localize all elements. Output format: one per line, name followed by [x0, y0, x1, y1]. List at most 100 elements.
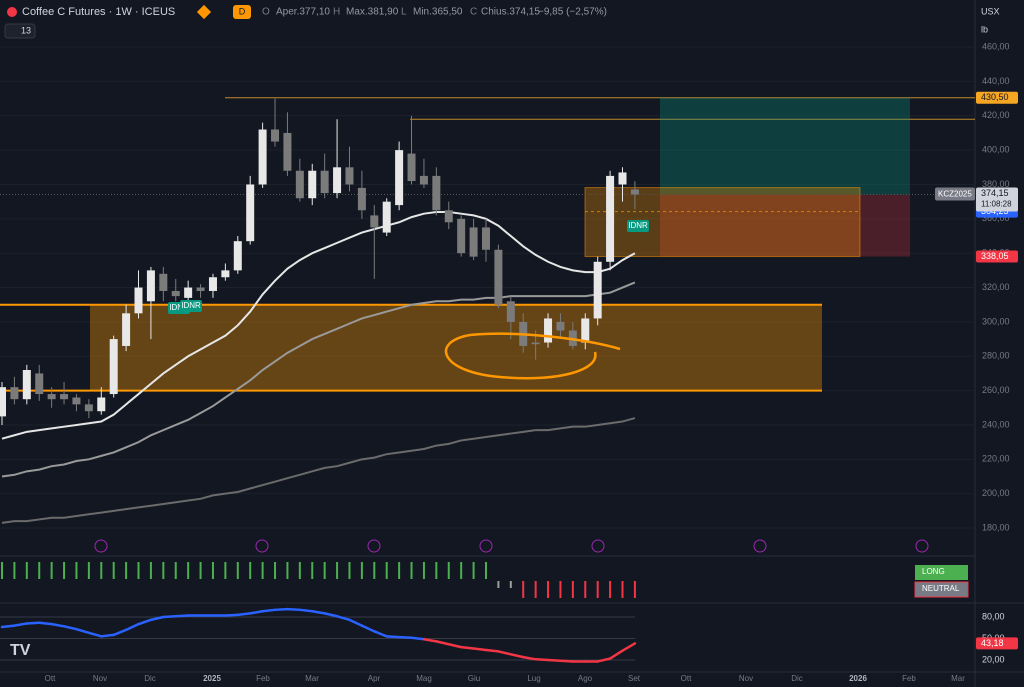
oscillator-line — [224, 613, 240, 617]
h-label: H — [333, 7, 340, 18]
y-tick-label: 320,00 — [982, 282, 1010, 292]
x-tick-label: Mar — [951, 674, 965, 683]
countdown: 11:08:28 — [981, 200, 1012, 209]
l-label: L — [401, 7, 407, 18]
event-icons — [94, 539, 929, 553]
x-tick-label: Lug — [527, 674, 540, 683]
symbol: Coffee C Futures · 1W · ICEUS — [22, 6, 175, 18]
x-tick-label: Ott — [681, 674, 692, 683]
event-icon[interactable] — [479, 539, 493, 553]
candle-body — [258, 129, 267, 185]
event-icon[interactable] — [753, 539, 767, 553]
open: Aper.377,10 — [276, 7, 330, 18]
candle-body — [10, 387, 19, 400]
candle-body — [606, 175, 615, 262]
oscillator-line — [373, 630, 388, 638]
signal-legend-label: NEUTRAL — [922, 584, 960, 593]
x-tick-label: Ago — [578, 674, 593, 683]
idnr-label: IDNR — [169, 303, 189, 312]
candle-body — [283, 132, 292, 171]
x-tick-label: 2025 — [203, 674, 221, 683]
badge — [233, 5, 251, 19]
candle-body — [531, 342, 540, 345]
signal-legend-label: LONG — [922, 567, 945, 576]
oscillator-line — [248, 609, 264, 615]
oscillator-line — [37, 621, 53, 626]
candle-body — [444, 210, 453, 223]
candle-body — [506, 301, 515, 322]
candle-body — [370, 215, 379, 228]
event-icon[interactable] — [94, 539, 108, 553]
logo: TV — [10, 642, 31, 659]
signal-legend — [914, 581, 969, 598]
oscillator-line — [149, 615, 165, 622]
change: −9,85 (−2,57%) — [538, 7, 607, 18]
candle-body — [233, 241, 242, 271]
x-tick-label: Nov — [93, 674, 107, 683]
oscillator-line — [50, 622, 66, 628]
x-tick-label: Feb — [256, 674, 270, 683]
candle-body — [395, 150, 404, 206]
y-tick-label: 180,00 — [982, 522, 1010, 532]
x-tick-label: Nov — [739, 674, 753, 683]
range-box — [584, 187, 861, 258]
x-tick-label: Mag — [416, 674, 432, 683]
candle-body — [333, 167, 342, 194]
oscillator-line — [286, 607, 302, 612]
y-tick-label: 460,00 — [982, 41, 1010, 51]
zone — [90, 304, 822, 391]
osc-tick-label: 80,00 — [982, 611, 1005, 621]
price-tag — [976, 250, 1018, 263]
oscillator-line — [360, 624, 376, 633]
oscillator-line — [546, 658, 562, 662]
y-tick-label: 380,00 — [982, 179, 1010, 189]
event-icon[interactable] — [915, 539, 929, 553]
osc-last-label: 43,18 — [981, 638, 1004, 648]
oscillator-line — [174, 614, 190, 618]
x-tick-label: Ott — [45, 674, 56, 683]
price-tag-label: 430,50 — [981, 92, 1009, 102]
price-tag — [976, 91, 1018, 104]
candle-body — [246, 184, 255, 242]
event-icon[interactable] — [591, 539, 605, 553]
badge-text: D — [239, 6, 246, 16]
currency[interactable]: USX — [981, 6, 1000, 16]
idnr-badge — [627, 220, 649, 232]
indicators-button[interactable] — [4, 23, 36, 39]
event-icon[interactable] — [255, 539, 269, 553]
event-icon[interactable] — [367, 539, 381, 553]
oscillator-line — [447, 642, 463, 649]
candle-body — [97, 397, 106, 412]
candle-body — [22, 370, 31, 400]
idnr-badge — [180, 300, 202, 312]
candle-body — [60, 394, 69, 400]
candle-body — [308, 170, 317, 199]
high: Max.381,90 — [346, 7, 399, 18]
oscillator-line — [75, 627, 91, 635]
idnr-label: IDNR — [181, 301, 201, 310]
candle-body — [35, 373, 44, 395]
indicators-count: 13 — [21, 25, 31, 35]
x-tick-label: Dic — [791, 674, 803, 683]
oscillator-line — [162, 615, 177, 619]
candle-body — [109, 339, 118, 395]
stop-box — [660, 194, 910, 257]
candle-body — [469, 227, 478, 257]
oscillator-line — [124, 622, 140, 632]
oscillator-line — [410, 636, 426, 641]
candle-body — [0, 387, 6, 417]
price-tag-label: 338,05 — [981, 251, 1009, 261]
oscillator-line — [484, 648, 500, 653]
unit[interactable]: lb — [981, 24, 988, 34]
symbol-tag-label: KCZ2025 — [938, 190, 972, 199]
oscillator-line — [298, 608, 314, 613]
y-tick-label: 240,00 — [982, 419, 1010, 429]
oscillator-line — [559, 659, 575, 663]
idnr-label: IDNR — [628, 221, 648, 230]
oscillator-line — [472, 647, 488, 652]
candle-body — [84, 404, 93, 412]
candle-body — [494, 249, 503, 305]
oscillator-line — [608, 649, 624, 660]
candle-body — [171, 290, 180, 297]
candle-body — [357, 187, 366, 211]
